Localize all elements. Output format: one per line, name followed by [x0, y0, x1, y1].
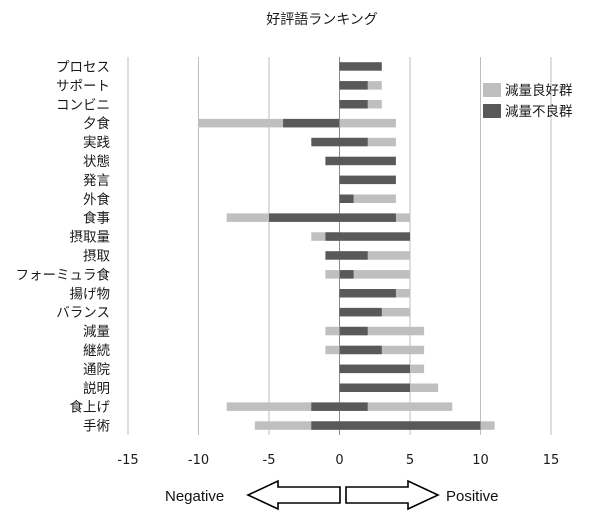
- bar-1-pos-12: [339, 289, 396, 298]
- category-label: プロセス: [56, 59, 110, 75]
- category-label: 手術: [83, 419, 110, 435]
- legend-label: 減量良好群: [505, 82, 573, 99]
- bar-0-pos-3: [339, 118, 396, 128]
- legend-swatch: [483, 104, 501, 118]
- category-label: 外食: [83, 191, 110, 208]
- legend-label: 減量不良群: [505, 103, 573, 120]
- bar-1-pos-0: [339, 62, 382, 71]
- bar-1-pos-9: [339, 232, 410, 241]
- category-label: 減量: [83, 323, 110, 340]
- category-label: 発言: [83, 173, 110, 189]
- category-label: 実践: [83, 135, 110, 151]
- bar-1-neg-19: [311, 421, 340, 430]
- bar-1-neg-3: [283, 118, 340, 128]
- positive-label: Positive: [446, 488, 499, 505]
- category-label: バランス: [56, 305, 110, 321]
- category-label: 継続: [83, 343, 110, 359]
- legend-swatch: [483, 83, 501, 97]
- x-tick-label: 5: [406, 453, 414, 468]
- bar-1-pos-16: [339, 364, 410, 374]
- bar-1-pos-11: [339, 270, 354, 279]
- bar-1-pos-1: [339, 81, 368, 90]
- category-labels: プロセスサポートコンビニ夕食実践状態発言外食食事摂取量摂取フォーミュラ食揚げ物バ…: [16, 59, 111, 434]
- category-label: コンビニ: [56, 97, 110, 113]
- direction-arrows: Negative Positive: [165, 479, 499, 511]
- bar-0-pos-10: [339, 251, 410, 260]
- bar-1-pos-5: [339, 156, 396, 166]
- category-label: 揚げ物: [70, 285, 111, 302]
- bar-1-neg-4: [311, 137, 340, 147]
- negative-label: Negative: [165, 488, 224, 505]
- bar-1-neg-9: [325, 232, 340, 241]
- bar-0-pos-11: [339, 270, 410, 279]
- bar-1-pos-13: [339, 307, 382, 317]
- bar-0-neg-11: [325, 270, 340, 279]
- x-tick-label: 10: [472, 453, 489, 468]
- category-label: 食上げ: [70, 399, 111, 416]
- bar-1-pos-10: [339, 251, 368, 260]
- bar-0-pos-18: [339, 402, 453, 411]
- bar-0-neg-3: [198, 118, 340, 128]
- bar-0-neg-14: [325, 326, 340, 336]
- bar-1-neg-10: [325, 251, 340, 260]
- category-label: 摂取: [83, 248, 110, 264]
- bar-1-neg-18: [311, 402, 340, 411]
- bar-1-pos-19: [339, 421, 481, 430]
- category-label: 説明: [83, 381, 110, 397]
- bar-1-pos-7: [339, 194, 354, 203]
- chart-title: 好評語ランキング: [266, 12, 378, 28]
- x-tick-label: 0: [335, 453, 343, 468]
- category-label: 通院: [83, 362, 110, 378]
- bar-1-pos-14: [339, 326, 368, 336]
- x-tick-label: -10: [188, 453, 209, 468]
- bar-1-pos-6: [339, 175, 396, 185]
- x-tick-label: -15: [117, 453, 138, 468]
- bar-1-pos-4: [339, 137, 368, 147]
- bar-1-pos-2: [339, 100, 368, 109]
- bar-0-neg-18: [226, 402, 340, 411]
- bar-0-neg-19: [254, 421, 340, 430]
- bar-1-pos-18: [339, 402, 368, 411]
- bar-0-neg-15: [325, 345, 340, 355]
- category-label: 状態: [83, 154, 110, 170]
- bar-1-pos-15: [339, 345, 382, 355]
- category-label: 摂取量: [70, 230, 111, 246]
- bar-1-neg-8: [269, 213, 340, 222]
- bar-1-pos-8: [339, 213, 396, 222]
- category-label: サポート: [56, 78, 110, 94]
- bar-1-neg-5: [325, 156, 340, 166]
- x-tick-label: 15: [543, 453, 560, 468]
- category-label: 夕食: [83, 115, 110, 132]
- x-tick-label: -5: [263, 453, 276, 468]
- x-tick-labels: -15 -10 -5 0 5 10 15: [117, 453, 559, 468]
- category-label: 食事: [83, 210, 110, 227]
- bars: [198, 62, 495, 430]
- category-label: フォーミュラ食: [16, 266, 111, 283]
- positive-arrow-icon: [345, 479, 440, 511]
- bar-0-pos-7: [339, 194, 396, 203]
- bar-0-pos-14: [339, 326, 425, 336]
- negative-arrow-icon: [246, 479, 341, 511]
- bar-1-pos-17: [339, 383, 410, 392]
